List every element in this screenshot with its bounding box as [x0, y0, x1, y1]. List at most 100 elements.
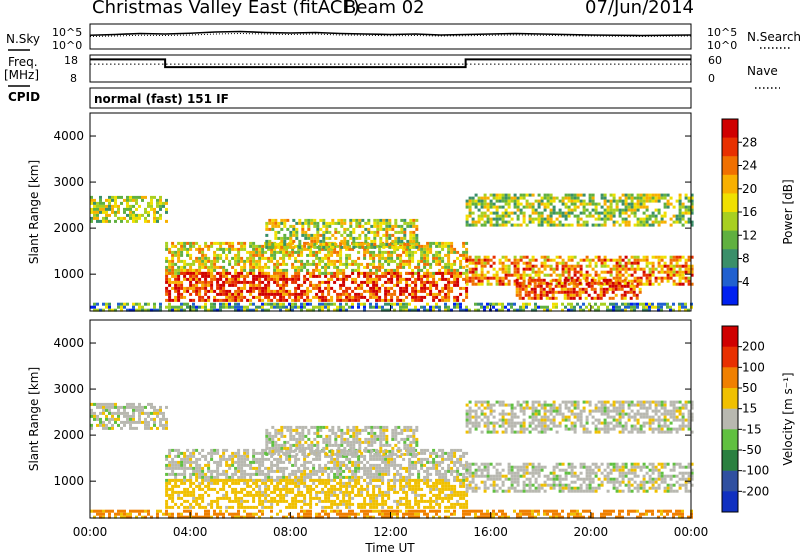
data-cell: [210, 265, 214, 269]
data-cell: [369, 256, 373, 260]
data-cell: [375, 469, 379, 473]
data-cell: [390, 286, 394, 290]
data-cell: [435, 295, 439, 299]
data-cell: [415, 227, 419, 231]
data-cell: [414, 286, 418, 290]
data-cell: [231, 265, 235, 269]
data-cell: [288, 487, 292, 491]
data-cell: [102, 426, 105, 430]
data-cell: [237, 259, 241, 263]
data-cell: [219, 298, 223, 302]
data-cell: [267, 274, 271, 278]
data-cell: [378, 457, 382, 461]
data-cell: [642, 220, 646, 224]
data-cell: [279, 292, 283, 296]
data-cell: [408, 505, 412, 509]
data-cell: [363, 308, 366, 312]
data-cell: [285, 268, 289, 272]
data-cell: [336, 268, 340, 272]
data-cell: [312, 481, 316, 485]
data-cell: [225, 256, 229, 260]
data-cell: [645, 276, 649, 280]
data-cell: [237, 298, 241, 302]
data-cell: [177, 496, 181, 500]
data-cell: [408, 472, 412, 476]
data-cell: [605, 290, 609, 294]
data-cell: [213, 460, 217, 464]
data-cell: [447, 454, 451, 458]
data-cell: [483, 211, 487, 215]
data-cell: [270, 302, 273, 306]
data-cell: [477, 279, 481, 283]
data-cell: [165, 247, 169, 251]
data-cell: [237, 469, 241, 473]
data-cell: [108, 417, 111, 421]
data-cell: [292, 239, 296, 243]
data-cell: [501, 302, 504, 306]
data-cell: [435, 487, 439, 491]
data-cell: [267, 499, 271, 503]
data-cell: [564, 223, 568, 227]
data-cell: [543, 220, 547, 224]
data-cell: [189, 268, 193, 272]
data-cell: [306, 466, 310, 470]
data-cell: [417, 289, 421, 293]
data-cell: [189, 475, 193, 479]
data-cell: [462, 250, 466, 254]
data-cell: [375, 478, 379, 482]
data-cell: [609, 302, 612, 306]
data-cell: [495, 308, 498, 312]
data-cell: [318, 256, 322, 260]
data-cell: [524, 287, 528, 291]
data-cell: [624, 208, 628, 212]
data-cell: [303, 244, 307, 248]
data-cell: [456, 280, 460, 284]
data-cell: [381, 499, 385, 503]
data-cell: [447, 265, 451, 269]
data-cell: [599, 287, 603, 291]
data-cell: [366, 271, 370, 275]
data-cell: [108, 213, 111, 217]
data-cell: [228, 478, 232, 482]
data-cell: [288, 472, 292, 476]
data-cell: [96, 216, 99, 220]
data-cell: [264, 292, 268, 296]
data-cell: [342, 280, 346, 284]
data-cell: [358, 242, 362, 246]
data-cell: [409, 230, 413, 234]
data-cell: [300, 490, 304, 494]
data-cell: [403, 230, 407, 234]
data-cell: [663, 193, 667, 197]
data-cell: [373, 230, 377, 234]
data-cell: [608, 287, 612, 291]
data-cell: [635, 293, 639, 297]
data-cell: [441, 286, 445, 290]
data-cell: [450, 271, 454, 275]
data-cell: [138, 420, 141, 424]
data-cell: [336, 253, 340, 257]
data-cell: [465, 220, 469, 224]
data-cell: [159, 408, 162, 412]
data-cell: [402, 487, 406, 491]
data-cell: [243, 457, 247, 461]
data-cell: [525, 264, 529, 268]
data-cell: [198, 289, 202, 293]
data-cell: [210, 283, 214, 287]
data-cell: [249, 244, 253, 248]
data-cell: [391, 245, 395, 249]
data-cell: [111, 198, 114, 202]
data-cell: [426, 247, 430, 251]
data-cell: [117, 305, 120, 309]
data-cell: [282, 253, 286, 257]
data-cell: [171, 280, 175, 284]
data-cell: [533, 296, 537, 300]
data-cell: [301, 224, 305, 228]
data-cell: [486, 208, 490, 212]
data-cell: [563, 293, 567, 297]
data-cell: [222, 305, 225, 309]
data-cell: [351, 475, 355, 479]
data-cell: [171, 241, 175, 245]
data-cell: [594, 208, 598, 212]
data-cell: [423, 463, 427, 467]
data-cell: [294, 259, 298, 263]
